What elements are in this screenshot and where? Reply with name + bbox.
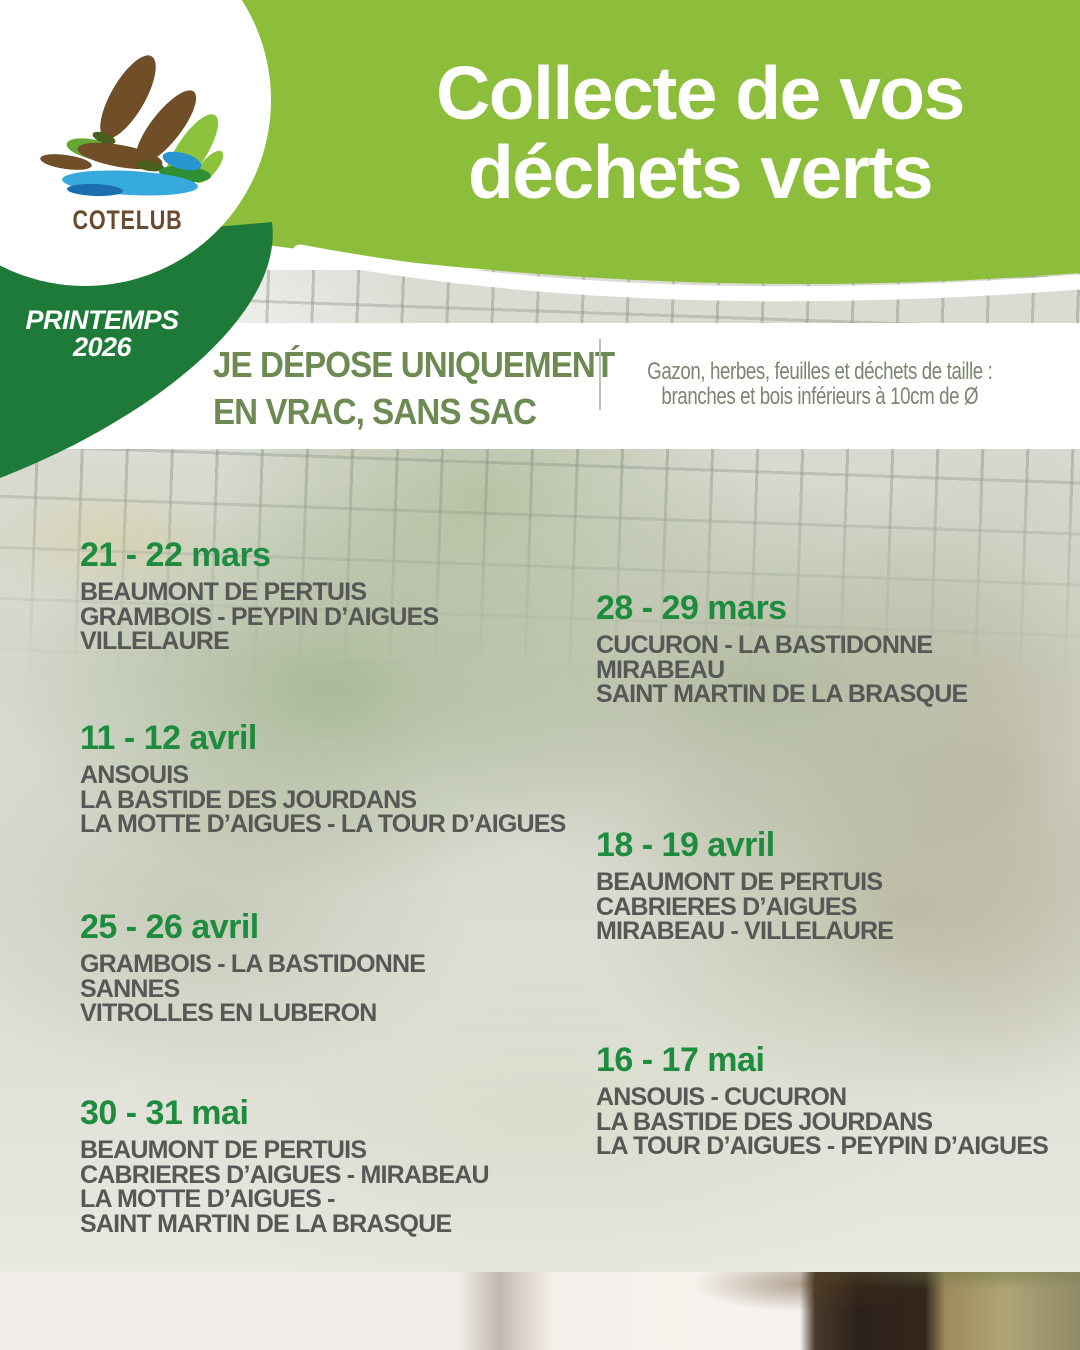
collection-date: 11 - 12 avril xyxy=(80,719,257,757)
header-curve-border xyxy=(292,244,1080,302)
schedule-section: 28 - 29 mars CUCURON - LA BASTIDONNE MIR… xyxy=(596,589,968,708)
vertical-divider xyxy=(599,339,601,410)
deposit-headline: JE DÉPOSE UNIQUEMENT EN VRAC, SANS SAC xyxy=(213,341,615,435)
deposit-headline-line2: EN VRAC, SANS SAC xyxy=(213,391,537,432)
city-line: CUCURON - LA BASTIDONNE xyxy=(596,631,933,659)
logo-circle xyxy=(0,0,271,286)
city-line: MIRABEAU xyxy=(596,655,725,684)
season-badge: PRINTEMPS 2026 xyxy=(8,307,196,361)
collection-date: 28 - 29 mars xyxy=(596,589,787,627)
city-line: CABRIERES D’AIGUES xyxy=(596,892,857,921)
city-line: GRAMBOIS - PEYPIN D’AIGUES xyxy=(80,602,439,631)
city-line: LA BASTIDE DES JOURDANS xyxy=(80,785,417,814)
poster-title: Collecte de vos déchets verts xyxy=(380,54,1020,212)
schedule-section: 25 - 26 avril GRAMBOIS - LA BASTIDONNE S… xyxy=(80,908,426,1027)
brand-label: COTELUB xyxy=(72,205,183,235)
city-line: GRAMBOIS - LA BASTIDONNE xyxy=(80,950,426,978)
city-line: SANNES xyxy=(80,974,180,1003)
city-line: MIRABEAU - VILLELAURE xyxy=(596,917,894,945)
accepted-waste-details: Gazon, herbes, feuilles et déchets de ta… xyxy=(617,359,1023,409)
city-line: SAINT MARTIN DE LA BRASQUE xyxy=(80,1209,452,1238)
city-line: BEAUMONT DE PERTUIS xyxy=(80,1136,367,1164)
photo-bottom-strip xyxy=(0,1272,1080,1350)
header-band-shape xyxy=(0,0,1080,285)
season-badge-line1: PRINTEMPS xyxy=(25,305,179,335)
city-line: VITROLLES EN LUBERON xyxy=(80,999,377,1027)
city-line: LA MOTTE D’AIGUES - xyxy=(80,1185,336,1213)
season-wedge-shape xyxy=(0,222,273,478)
collection-date: 30 - 31 mai xyxy=(80,1094,249,1132)
schedule-section: 18 - 19 avril BEAUMONT DE PERTUIS CABRIE… xyxy=(596,826,894,945)
city-line: SAINT MARTIN DE LA BRASQUE xyxy=(596,680,968,708)
collection-date: 16 - 17 mai xyxy=(596,1041,765,1079)
accepted-waste-line2: branches et bois inférieurs à 10cm de Ø xyxy=(661,383,979,410)
collection-date: 25 - 26 avril xyxy=(80,908,259,946)
city-line: BEAUMONT DE PERTUIS xyxy=(80,578,367,606)
city-line: ANSOUIS xyxy=(80,761,189,789)
city-line: LA BASTIDE DES JOURDANS xyxy=(596,1107,933,1136)
collection-date: 18 - 19 avril xyxy=(596,826,775,864)
city-line: BEAUMONT DE PERTUIS xyxy=(596,868,883,896)
accepted-waste-line1: Gazon, herbes, feuilles et déchets de ta… xyxy=(647,358,993,385)
city-line: LA TOUR D’AIGUES - PEYPIN D’AIGUES xyxy=(596,1132,1049,1160)
city-line: VILLELAURE xyxy=(80,627,230,655)
schedule-section: 16 - 17 mai ANSOUIS - CUCURON LA BASTIDE… xyxy=(596,1041,1049,1160)
schedule-section: 11 - 12 avril ANSOUIS LA BASTIDE DES JOU… xyxy=(80,721,566,837)
schedule-section: 21 - 22 mars BEAUMONT DE PERTUIS GRAMBOI… xyxy=(80,536,439,655)
header-graphic xyxy=(0,0,1080,478)
deposit-headline-line1: JE DÉPOSE UNIQUEMENT xyxy=(213,344,615,385)
cotelub-logo-icon xyxy=(40,55,224,197)
city-line: LA MOTTE D’AIGUES - LA TOUR D’AIGUES xyxy=(80,810,566,838)
schedule-section: 30 - 31 mai BEAUMONT DE PERTUIS CABRIERE… xyxy=(80,1094,490,1238)
city-line: ANSOUIS - CUCURON xyxy=(596,1083,847,1111)
collection-date: 21 - 22 mars xyxy=(80,536,271,574)
city-line: CABRIERES D’AIGUES - MIRABEAU xyxy=(80,1160,490,1189)
poster-title-line1: Collecte de vos xyxy=(436,51,965,135)
season-badge-line2: 2026 xyxy=(72,332,132,362)
poster-title-line2: déchets verts xyxy=(467,130,934,214)
